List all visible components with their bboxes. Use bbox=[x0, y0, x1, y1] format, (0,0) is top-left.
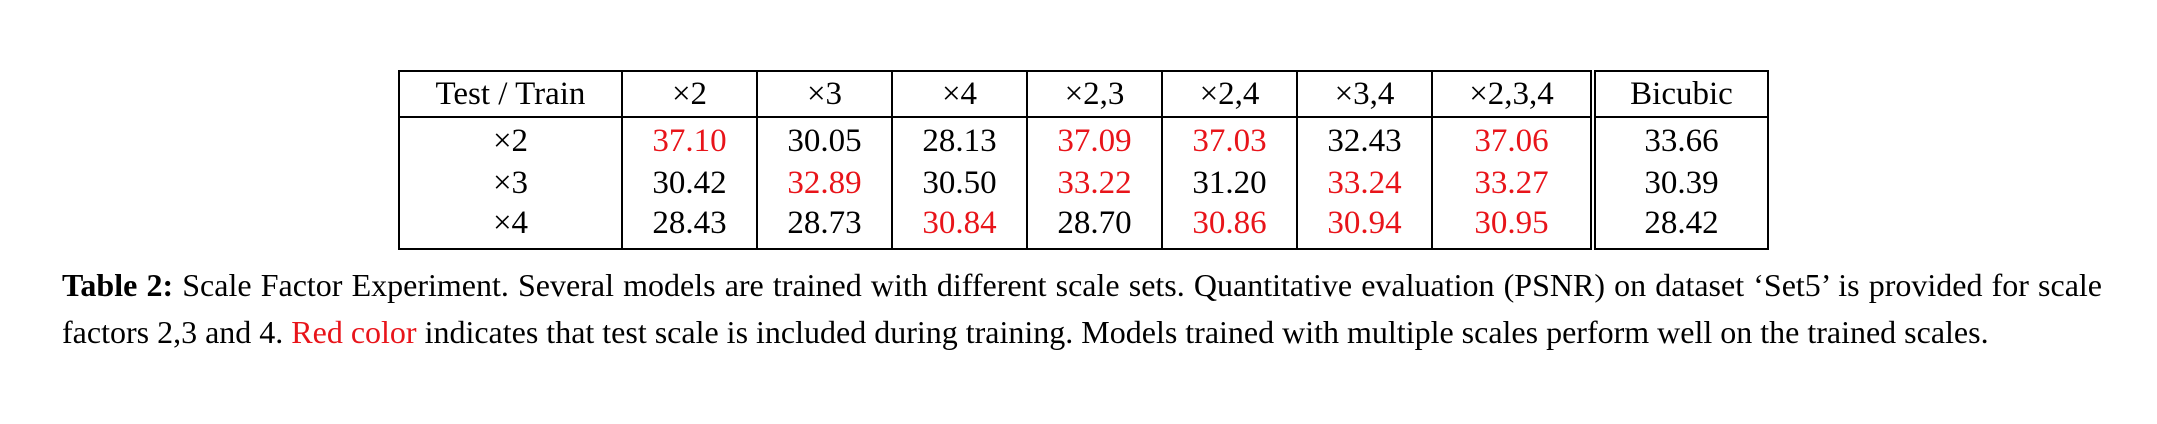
table-cell: 37.10 bbox=[622, 117, 758, 161]
caption-label: Table 2: bbox=[62, 267, 174, 303]
column-header: ×2,3,4 bbox=[1432, 70, 1596, 118]
caption-red-phrase: Red color bbox=[291, 314, 417, 350]
table-cell: 28.73 bbox=[757, 205, 893, 250]
table-cell: 30.94 bbox=[1297, 205, 1433, 250]
table-cell: 28.70 bbox=[1027, 205, 1163, 250]
table-cell: 33.24 bbox=[1297, 161, 1433, 205]
table-cell: 30.42 bbox=[622, 161, 758, 205]
column-header: ×2 bbox=[622, 70, 758, 118]
table-cell: 33.27 bbox=[1432, 161, 1596, 205]
table-cell: 33.66 bbox=[1593, 117, 1769, 161]
row-label: ×4 bbox=[398, 205, 623, 250]
column-header: ×3,4 bbox=[1297, 70, 1433, 118]
row-label: ×2 bbox=[398, 117, 623, 161]
table-cell: 28.13 bbox=[892, 117, 1028, 161]
table-header-row: Test / Train ×2 ×3 ×4 ×2,3 ×2,4 ×3,4 ×2,… bbox=[398, 70, 1769, 118]
table-caption: Table 2: Scale Factor Experiment. Severa… bbox=[62, 262, 2102, 356]
column-header-bicubic: Bicubic bbox=[1593, 70, 1769, 118]
table-cell: 28.43 bbox=[622, 205, 758, 250]
table-cell: 31.20 bbox=[1162, 161, 1298, 205]
column-header: ×3 bbox=[757, 70, 893, 118]
results-table-container: Test / Train ×2 ×3 ×4 ×2,3 ×2,4 ×3,4 ×2,… bbox=[398, 70, 1769, 250]
table-cell: 30.86 bbox=[1162, 205, 1298, 250]
table-row: ×4 28.43 28.73 30.84 28.70 30.86 30.94 3… bbox=[398, 205, 1769, 250]
table-cell: 28.42 bbox=[1593, 205, 1769, 250]
table-cell: 30.05 bbox=[757, 117, 893, 161]
table-cell: 32.89 bbox=[757, 161, 893, 205]
caption-text-after: indicates that test scale is included du… bbox=[416, 314, 1989, 350]
table-cell: 37.06 bbox=[1432, 117, 1596, 161]
column-header: ×2,3 bbox=[1027, 70, 1163, 118]
table-row: ×3 30.42 32.89 30.50 33.22 31.20 33.24 3… bbox=[398, 161, 1769, 205]
table-cell: 33.22 bbox=[1027, 161, 1163, 205]
row-label: ×3 bbox=[398, 161, 623, 205]
table-row: ×2 37.10 30.05 28.13 37.09 37.03 32.43 3… bbox=[398, 117, 1769, 161]
caption-text-before: Scale Factor Experiment. Several models … bbox=[62, 267, 2103, 350]
table-cell: 30.84 bbox=[892, 205, 1028, 250]
table-cell: 37.03 bbox=[1162, 117, 1298, 161]
table-cell: 30.39 bbox=[1593, 161, 1769, 205]
table-cell: 30.50 bbox=[892, 161, 1028, 205]
corner-header: Test / Train bbox=[398, 70, 623, 118]
table-cell: 32.43 bbox=[1297, 117, 1433, 161]
scale-factor-table: Test / Train ×2 ×3 ×4 ×2,3 ×2,4 ×3,4 ×2,… bbox=[398, 70, 1769, 250]
column-header: ×4 bbox=[892, 70, 1028, 118]
column-header: ×2,4 bbox=[1162, 70, 1298, 118]
table-cell: 37.09 bbox=[1027, 117, 1163, 161]
table-cell: 30.95 bbox=[1432, 205, 1596, 250]
